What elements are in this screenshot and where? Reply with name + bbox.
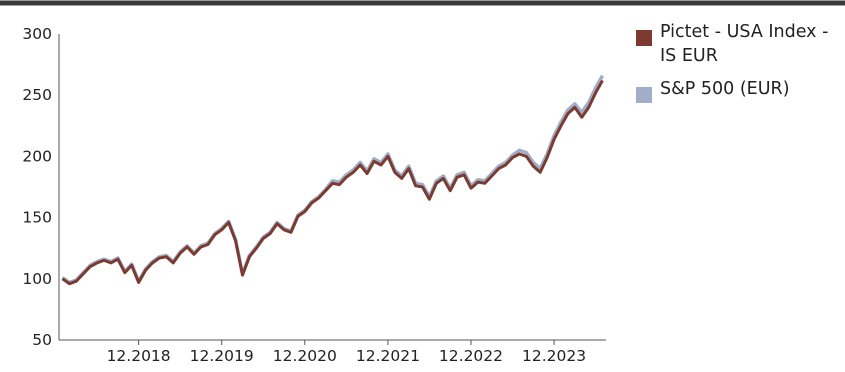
x-axis-ticks: 12.2018 12.2019 12.2020 12.2021 12.2022 12.20… [107,340,586,365]
y-tick-label: 200 [22,147,52,165]
legend-swatch-sp500 [636,87,652,103]
y-tick-label: 100 [22,270,52,288]
x-tick-label: 12.2018 [107,347,171,365]
x-tick-label: 12.2023 [522,347,586,365]
legend-label-pictet: Pictet - USA Index - IS EUR [660,22,829,66]
x-tick-label: 12.2022 [439,347,503,365]
legend-item-sp500: S&P 500 (EUR) [636,77,845,103]
y-tick-label: 300 [22,25,52,43]
y-tick-label: 50 [32,331,52,349]
series-lines [61,74,605,286]
y-tick-label: 150 [22,209,52,227]
legend-swatch-pictet [636,30,652,46]
legend-item-pictet: Pictet - USA Index - IS EUR [636,20,845,68]
legend: Pictet - USA Index - IS EUR S&P 500 (EUR… [636,20,845,112]
x-tick-label: 12.2021 [356,347,420,365]
x-tick-label: 12.2020 [273,347,337,365]
series-line-sp500 [61,74,605,285]
y-tick-label: 250 [22,86,52,104]
legend-label-sp500: S&P 500 (EUR) [660,79,790,99]
series-line-pictet [61,79,604,286]
x-tick-label: 12.2019 [190,347,254,365]
y-axis-ticks: 50 100 150 200 250 300 [22,25,52,349]
